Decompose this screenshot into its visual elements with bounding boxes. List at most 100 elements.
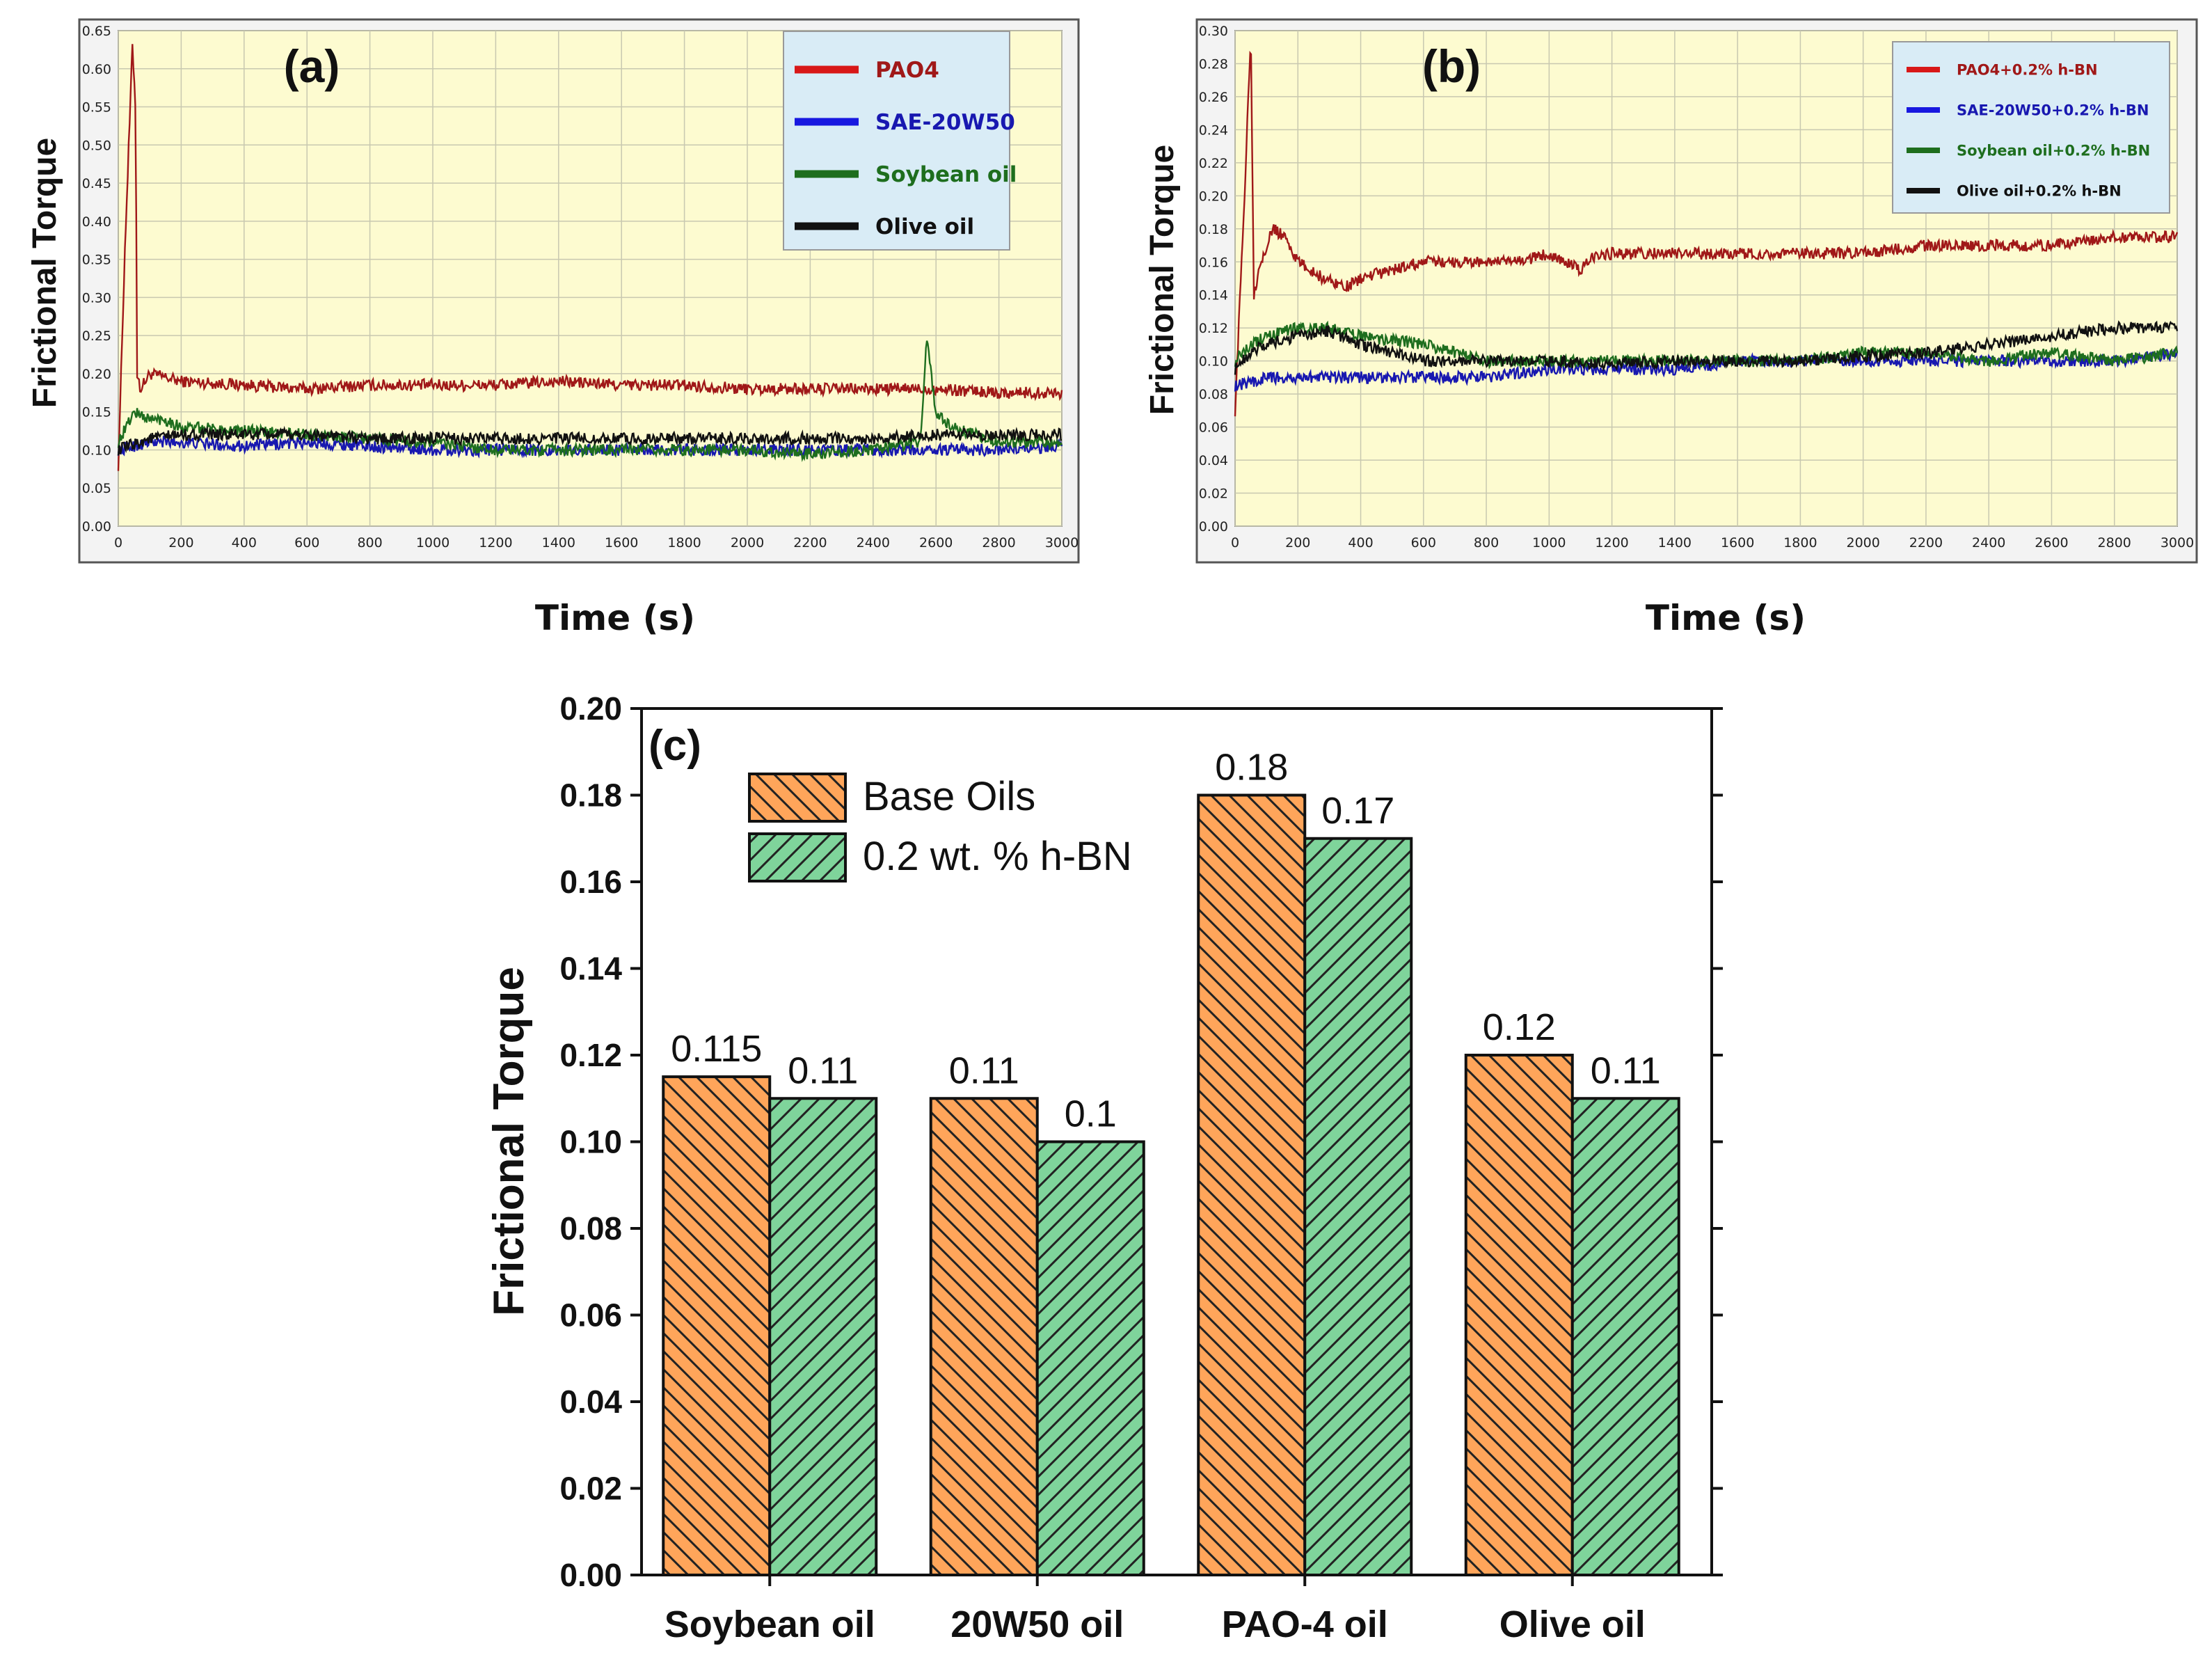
- y-tick-label: 0.40: [82, 214, 111, 230]
- bar-base-oil: [929, 1097, 1039, 1576]
- x-tick-label: 2600: [2035, 535, 2068, 551]
- y-tick-label: 0.20: [82, 367, 111, 382]
- y-tick-label: 0.50: [82, 138, 111, 153]
- x-tick-label: 20W50 oil: [950, 1604, 1124, 1645]
- panel-b-label: (b): [1422, 40, 1481, 92]
- panel-c-bars: 0.115 0.11 0.11 0.1 0.18 0.17 0.12 0.11: [662, 747, 1680, 1576]
- y-tick-label: 0.04: [559, 1384, 622, 1420]
- bar-base-oil: [1464, 1054, 1574, 1576]
- y-tick-label: 0.14: [1199, 288, 1228, 303]
- y-tick-label: 0.06: [559, 1297, 622, 1333]
- x-tick-label: 2200: [793, 535, 827, 551]
- y-tick-label: 0.18: [1199, 222, 1228, 237]
- y-tick-label: 0.60: [82, 62, 111, 77]
- y-tick-label: 0.12: [1199, 321, 1228, 336]
- x-tick-label: 0: [1231, 535, 1239, 551]
- panel-b-x-ticks: 0 200 400 600 800 1000 1200 1400 1600 1800 2000 220…: [1231, 535, 2194, 551]
- bar-base-oil: [1197, 793, 1307, 1576]
- panel-c-x-ticks: Soybean oil 20W50 oil PAO-4 oil Olive oil: [665, 1575, 1646, 1645]
- panel-b-y-ticks: 0.00 0.02 0.04 0.06 0.08 0.10 0.12 0.14 0.16 0.18…: [1199, 24, 1228, 535]
- panel-a-series: [117, 44, 1063, 471]
- y-tick-label: 0.08: [559, 1210, 622, 1246]
- y-tick-label: 0.55: [82, 100, 111, 116]
- y-tick-label: 0.02: [559, 1471, 622, 1507]
- x-tick-label: 2000: [1846, 535, 1879, 551]
- bar-value-label: 0.115: [671, 1028, 762, 1070]
- x-tick-label: 600: [1411, 535, 1436, 551]
- bar-value-label: 0.17: [1321, 790, 1394, 832]
- x-tick-label: 400: [1348, 535, 1373, 551]
- series-line-pao4-0-2-h-bn: [1234, 50, 2179, 417]
- legend-label: SAE-20W50: [875, 110, 1015, 135]
- legend-label: SAE-20W50+0.2% h-BN: [1957, 102, 2149, 119]
- legend-swatch: [748, 773, 847, 823]
- x-tick-label: 400: [232, 535, 257, 551]
- legend-label: Olive oil+0.2% h-BN: [1957, 183, 2122, 200]
- y-tick-label: 0.20: [1199, 189, 1228, 204]
- panel-a-y-ticks: 0.00 0.05 0.10 0.15 0.20 0.25 0.30 0.35 0.40 0.45…: [82, 24, 111, 535]
- y-tick-label: 0.02: [1199, 486, 1228, 502]
- bar-value-label: 0.18: [1215, 747, 1288, 789]
- panel-b-series: [1234, 50, 2179, 417]
- x-tick-label: 1200: [1595, 535, 1628, 551]
- x-tick-label: 3000: [2161, 535, 2194, 551]
- y-tick-label: 0.18: [559, 777, 622, 814]
- x-tick-label: Olive oil: [1499, 1604, 1646, 1645]
- x-tick-label: 1400: [542, 535, 575, 551]
- y-tick-label: 0.00: [82, 519, 111, 535]
- legend-label: PAO4: [875, 58, 939, 83]
- series-line-pao4: [117, 44, 1063, 471]
- bar-hbn: [1303, 837, 1413, 1576]
- panel-c-y-ticks: 0.00 0.02 0.04 0.06 0.08 0.10 0.12 0.14 0.16 0.18…: [559, 690, 1723, 1593]
- bar-hbn: [768, 1097, 878, 1576]
- panel-b-x-axis-label: Time (s): [1646, 598, 1806, 638]
- series-line-soybean-oil-0-2-h-bn: [1234, 320, 2179, 370]
- x-tick-label: 0: [114, 535, 122, 551]
- legend-label: Olive oil: [875, 214, 974, 239]
- y-tick-label: 0.08: [1199, 387, 1228, 402]
- y-tick-label: 0.30: [82, 290, 111, 306]
- panel-c-legend: Base Oils 0.2 wt. % h-BN: [748, 773, 1132, 882]
- legend-swatch: [748, 832, 847, 882]
- series-line-soybean-oil: [117, 340, 1063, 463]
- series-line-olive-oil-0-2-h-bn: [1234, 320, 2179, 375]
- y-tick-label: 0.35: [82, 253, 111, 268]
- series-line-sae-20w50-0-2-h-bn: [1234, 349, 2179, 392]
- bar-value-label: 0.1: [1065, 1093, 1117, 1135]
- x-tick-label: 2200: [1909, 535, 1943, 551]
- x-tick-label: 1000: [1532, 535, 1566, 551]
- panel-c-label: (c): [649, 722, 701, 770]
- x-tick-label: PAO-4 oil: [1222, 1604, 1388, 1645]
- y-tick-label: 0.00: [559, 1557, 622, 1593]
- y-tick-label: 0.26: [1199, 90, 1228, 105]
- panel-b: 0.00 0.02 0.04 0.06 0.08 0.10 0.12 0.14 0.16 0.18…: [1144, 18, 2198, 638]
- x-tick-label: 600: [294, 535, 319, 551]
- y-tick-label: 0.28: [1199, 56, 1228, 72]
- x-tick-label: 800: [357, 535, 382, 551]
- y-tick-label: 0.12: [559, 1037, 622, 1073]
- panel-a-label: (a): [284, 40, 340, 92]
- bar-value-label: 0.11: [949, 1050, 1019, 1091]
- y-tick-label: 0.30: [1199, 24, 1228, 39]
- bar-value-label: 0.11: [788, 1050, 858, 1091]
- legend-label: Soybean oil+0.2% h-BN: [1957, 143, 2150, 159]
- y-tick-label: 0.25: [82, 329, 111, 344]
- panel-a-x-axis-label: Time (s): [535, 598, 695, 638]
- y-tick-label: 0.15: [82, 405, 111, 420]
- panel-a: 0.00 0.05 0.10 0.15 0.20 0.25 0.30 0.35 0.40 0.45…: [26, 18, 1080, 638]
- panel-b-y-axis-label: Frictional Torque: [1144, 145, 1181, 415]
- x-tick-label: 200: [1285, 535, 1310, 551]
- x-tick-label: 1800: [1783, 535, 1817, 551]
- bar-value-label: 0.12: [1483, 1006, 1556, 1048]
- y-tick-label: 0.20: [559, 690, 622, 727]
- x-tick-label: 2000: [731, 535, 764, 551]
- panel-c-y-axis-label: Frictional Torque: [485, 967, 533, 1316]
- x-tick-label: 2600: [919, 535, 953, 551]
- x-tick-label: 1600: [1721, 535, 1754, 551]
- y-tick-label: 0.05: [82, 481, 111, 496]
- x-tick-label: 1000: [416, 535, 449, 551]
- series-line-olive-oil: [117, 425, 1063, 456]
- x-tick-label: 1800: [667, 535, 701, 551]
